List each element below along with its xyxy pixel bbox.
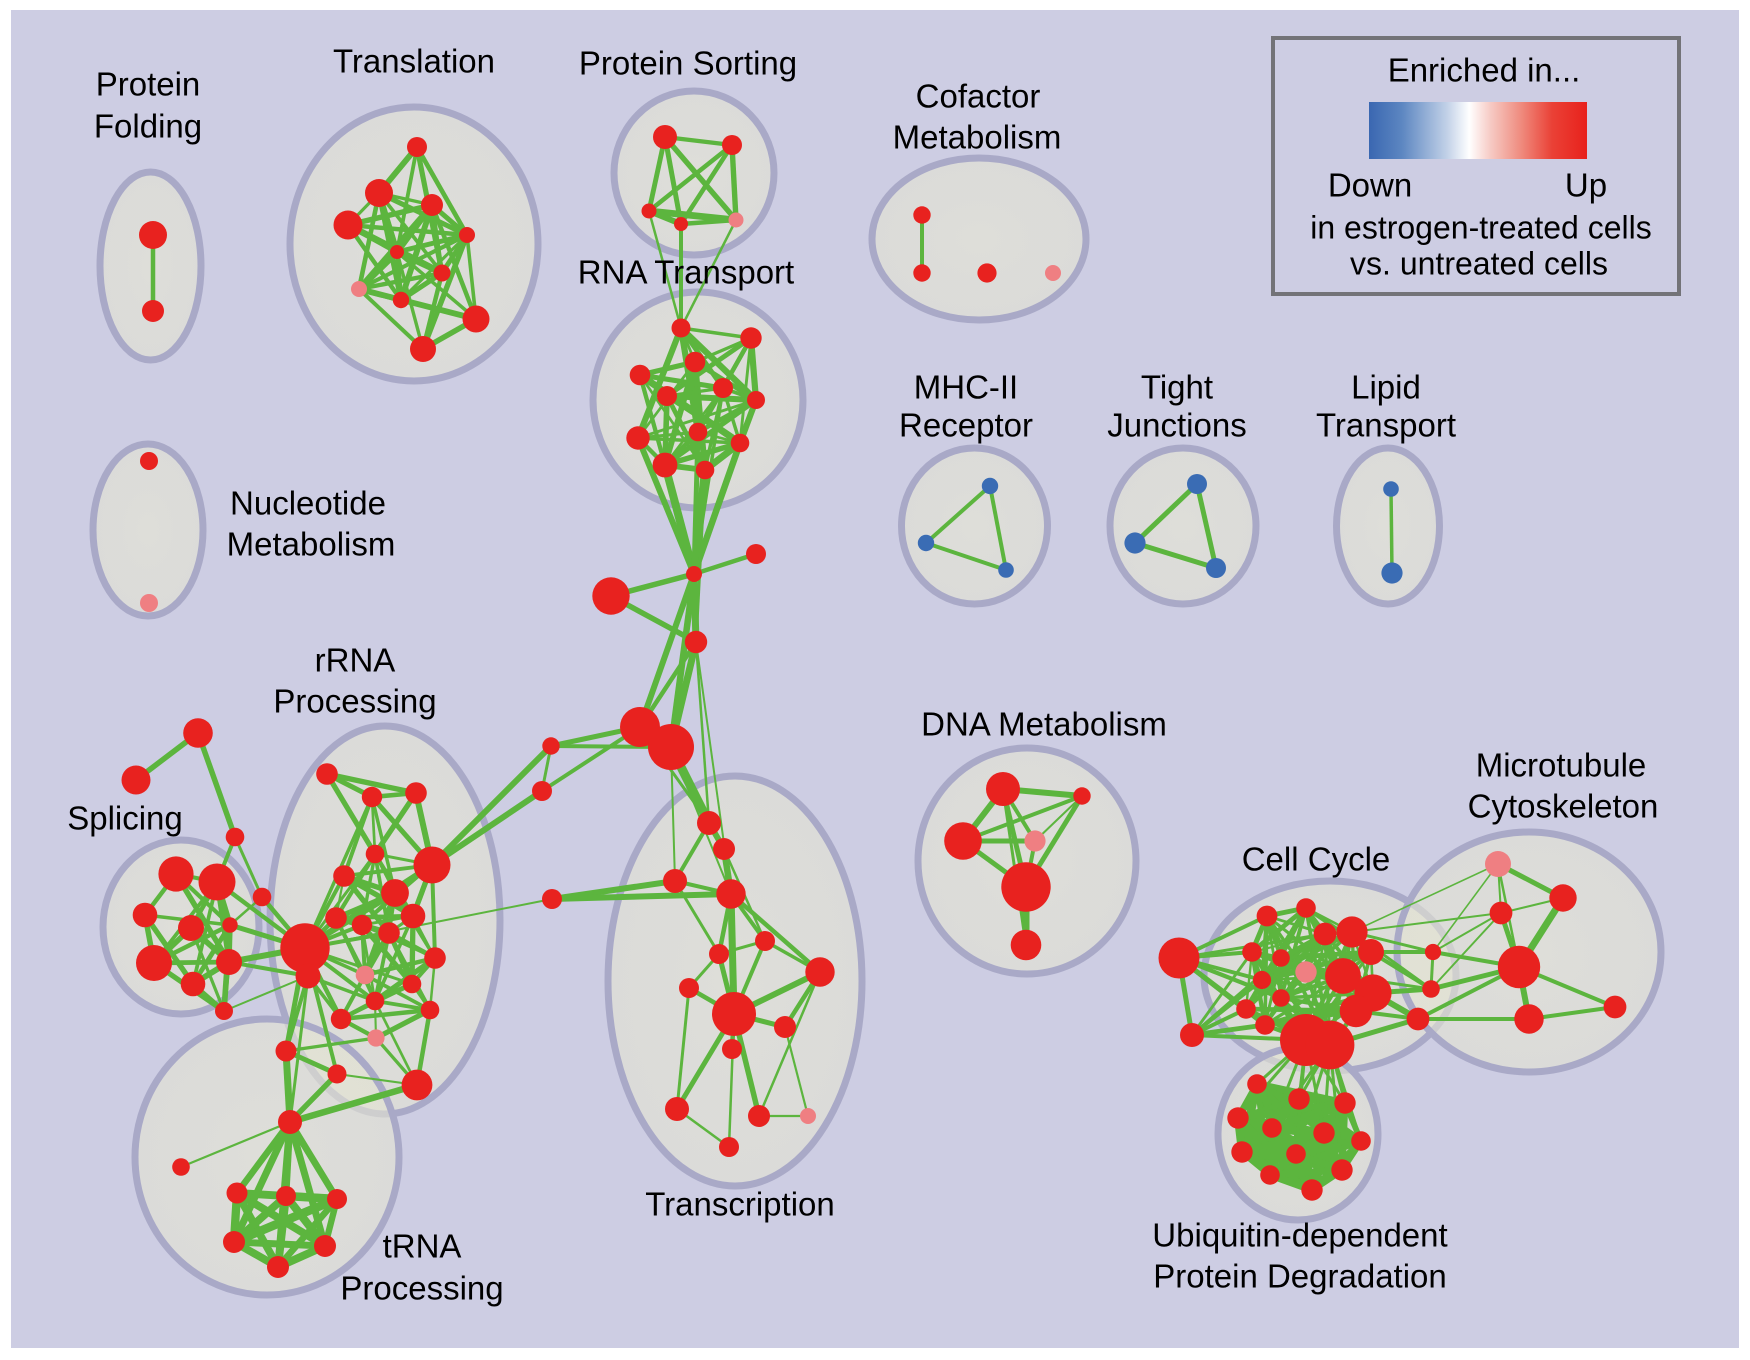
svg-text:Up: Up	[1565, 167, 1607, 204]
svg-text:Nucleotide: Nucleotide	[230, 485, 386, 522]
svg-text:Microtubule: Microtubule	[1476, 747, 1647, 784]
svg-text:Enriched in...: Enriched in...	[1388, 52, 1581, 89]
svg-text:Tight: Tight	[1141, 369, 1213, 406]
svg-text:Cytoskeleton: Cytoskeleton	[1468, 788, 1659, 825]
svg-text:Protein: Protein	[96, 66, 201, 103]
svg-text:Protein Degradation: Protein Degradation	[1153, 1258, 1447, 1295]
svg-text:Protein Sorting: Protein Sorting	[579, 45, 797, 82]
svg-text:in estrogen-treated cells: in estrogen-treated cells	[1310, 209, 1652, 245]
svg-text:DNA Metabolism: DNA Metabolism	[921, 706, 1167, 743]
svg-text:Receptor: Receptor	[899, 407, 1033, 444]
svg-text:Processing: Processing	[340, 1270, 503, 1307]
svg-text:Translation: Translation	[333, 43, 495, 80]
svg-text:Down: Down	[1328, 167, 1412, 204]
svg-text:Transport: Transport	[1316, 407, 1456, 444]
svg-text:vs. untreated cells: vs. untreated cells	[1350, 245, 1608, 281]
svg-text:MHC-II: MHC-II	[914, 369, 1018, 406]
svg-text:Metabolism: Metabolism	[893, 119, 1062, 156]
svg-text:Folding: Folding	[94, 108, 202, 145]
svg-text:Ubiquitin-dependent: Ubiquitin-dependent	[1152, 1217, 1447, 1254]
svg-text:Metabolism: Metabolism	[227, 526, 396, 563]
svg-text:Junctions: Junctions	[1107, 407, 1246, 444]
svg-text:Transcription: Transcription	[645, 1186, 835, 1223]
svg-text:tRNA: tRNA	[383, 1228, 462, 1265]
svg-text:Processing: Processing	[273, 683, 436, 720]
svg-text:Cofactor: Cofactor	[916, 78, 1041, 115]
svg-text:rRNA: rRNA	[315, 642, 396, 679]
svg-text:Cell Cycle: Cell Cycle	[1242, 841, 1391, 878]
svg-text:Lipid: Lipid	[1351, 369, 1421, 406]
svg-text:RNA Transport: RNA Transport	[578, 254, 794, 291]
svg-text:Splicing: Splicing	[67, 800, 183, 837]
